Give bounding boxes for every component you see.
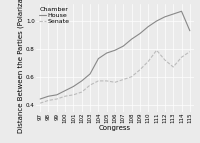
House [189,30,191,32]
House [164,16,166,18]
House [89,73,91,75]
Senate [64,95,66,97]
Senate [130,76,133,78]
House [122,45,125,47]
Senate [89,84,91,86]
X-axis label: Congress: Congress [99,125,131,131]
House [56,94,58,96]
Senate [81,91,83,93]
Y-axis label: Distance Between the Parties (Polarization): Distance Between the Parties (Polarizati… [18,0,24,133]
Senate [122,79,125,80]
House [39,98,41,100]
House [97,58,100,59]
House [139,33,141,34]
Senate [47,100,50,101]
House [172,13,174,15]
House [155,20,158,22]
Senate [155,49,158,51]
Senate [39,102,41,104]
House [105,52,108,54]
House [47,95,50,97]
House [147,26,149,27]
Senate [147,60,149,62]
Senate [139,69,141,71]
House [114,49,116,51]
Legend: House, Senate: House, Senate [37,6,71,26]
House [72,86,75,87]
Senate [164,59,166,61]
House [180,10,183,12]
Senate [114,81,116,83]
House [64,90,66,92]
Senate [97,80,100,82]
Senate [172,66,174,68]
Senate [189,51,191,52]
Senate [105,80,108,82]
Line: Senate: Senate [40,50,190,103]
House [130,38,133,40]
Senate [72,94,75,96]
Senate [180,56,183,58]
Senate [56,98,58,100]
Line: House: House [40,11,190,99]
House [81,80,83,82]
